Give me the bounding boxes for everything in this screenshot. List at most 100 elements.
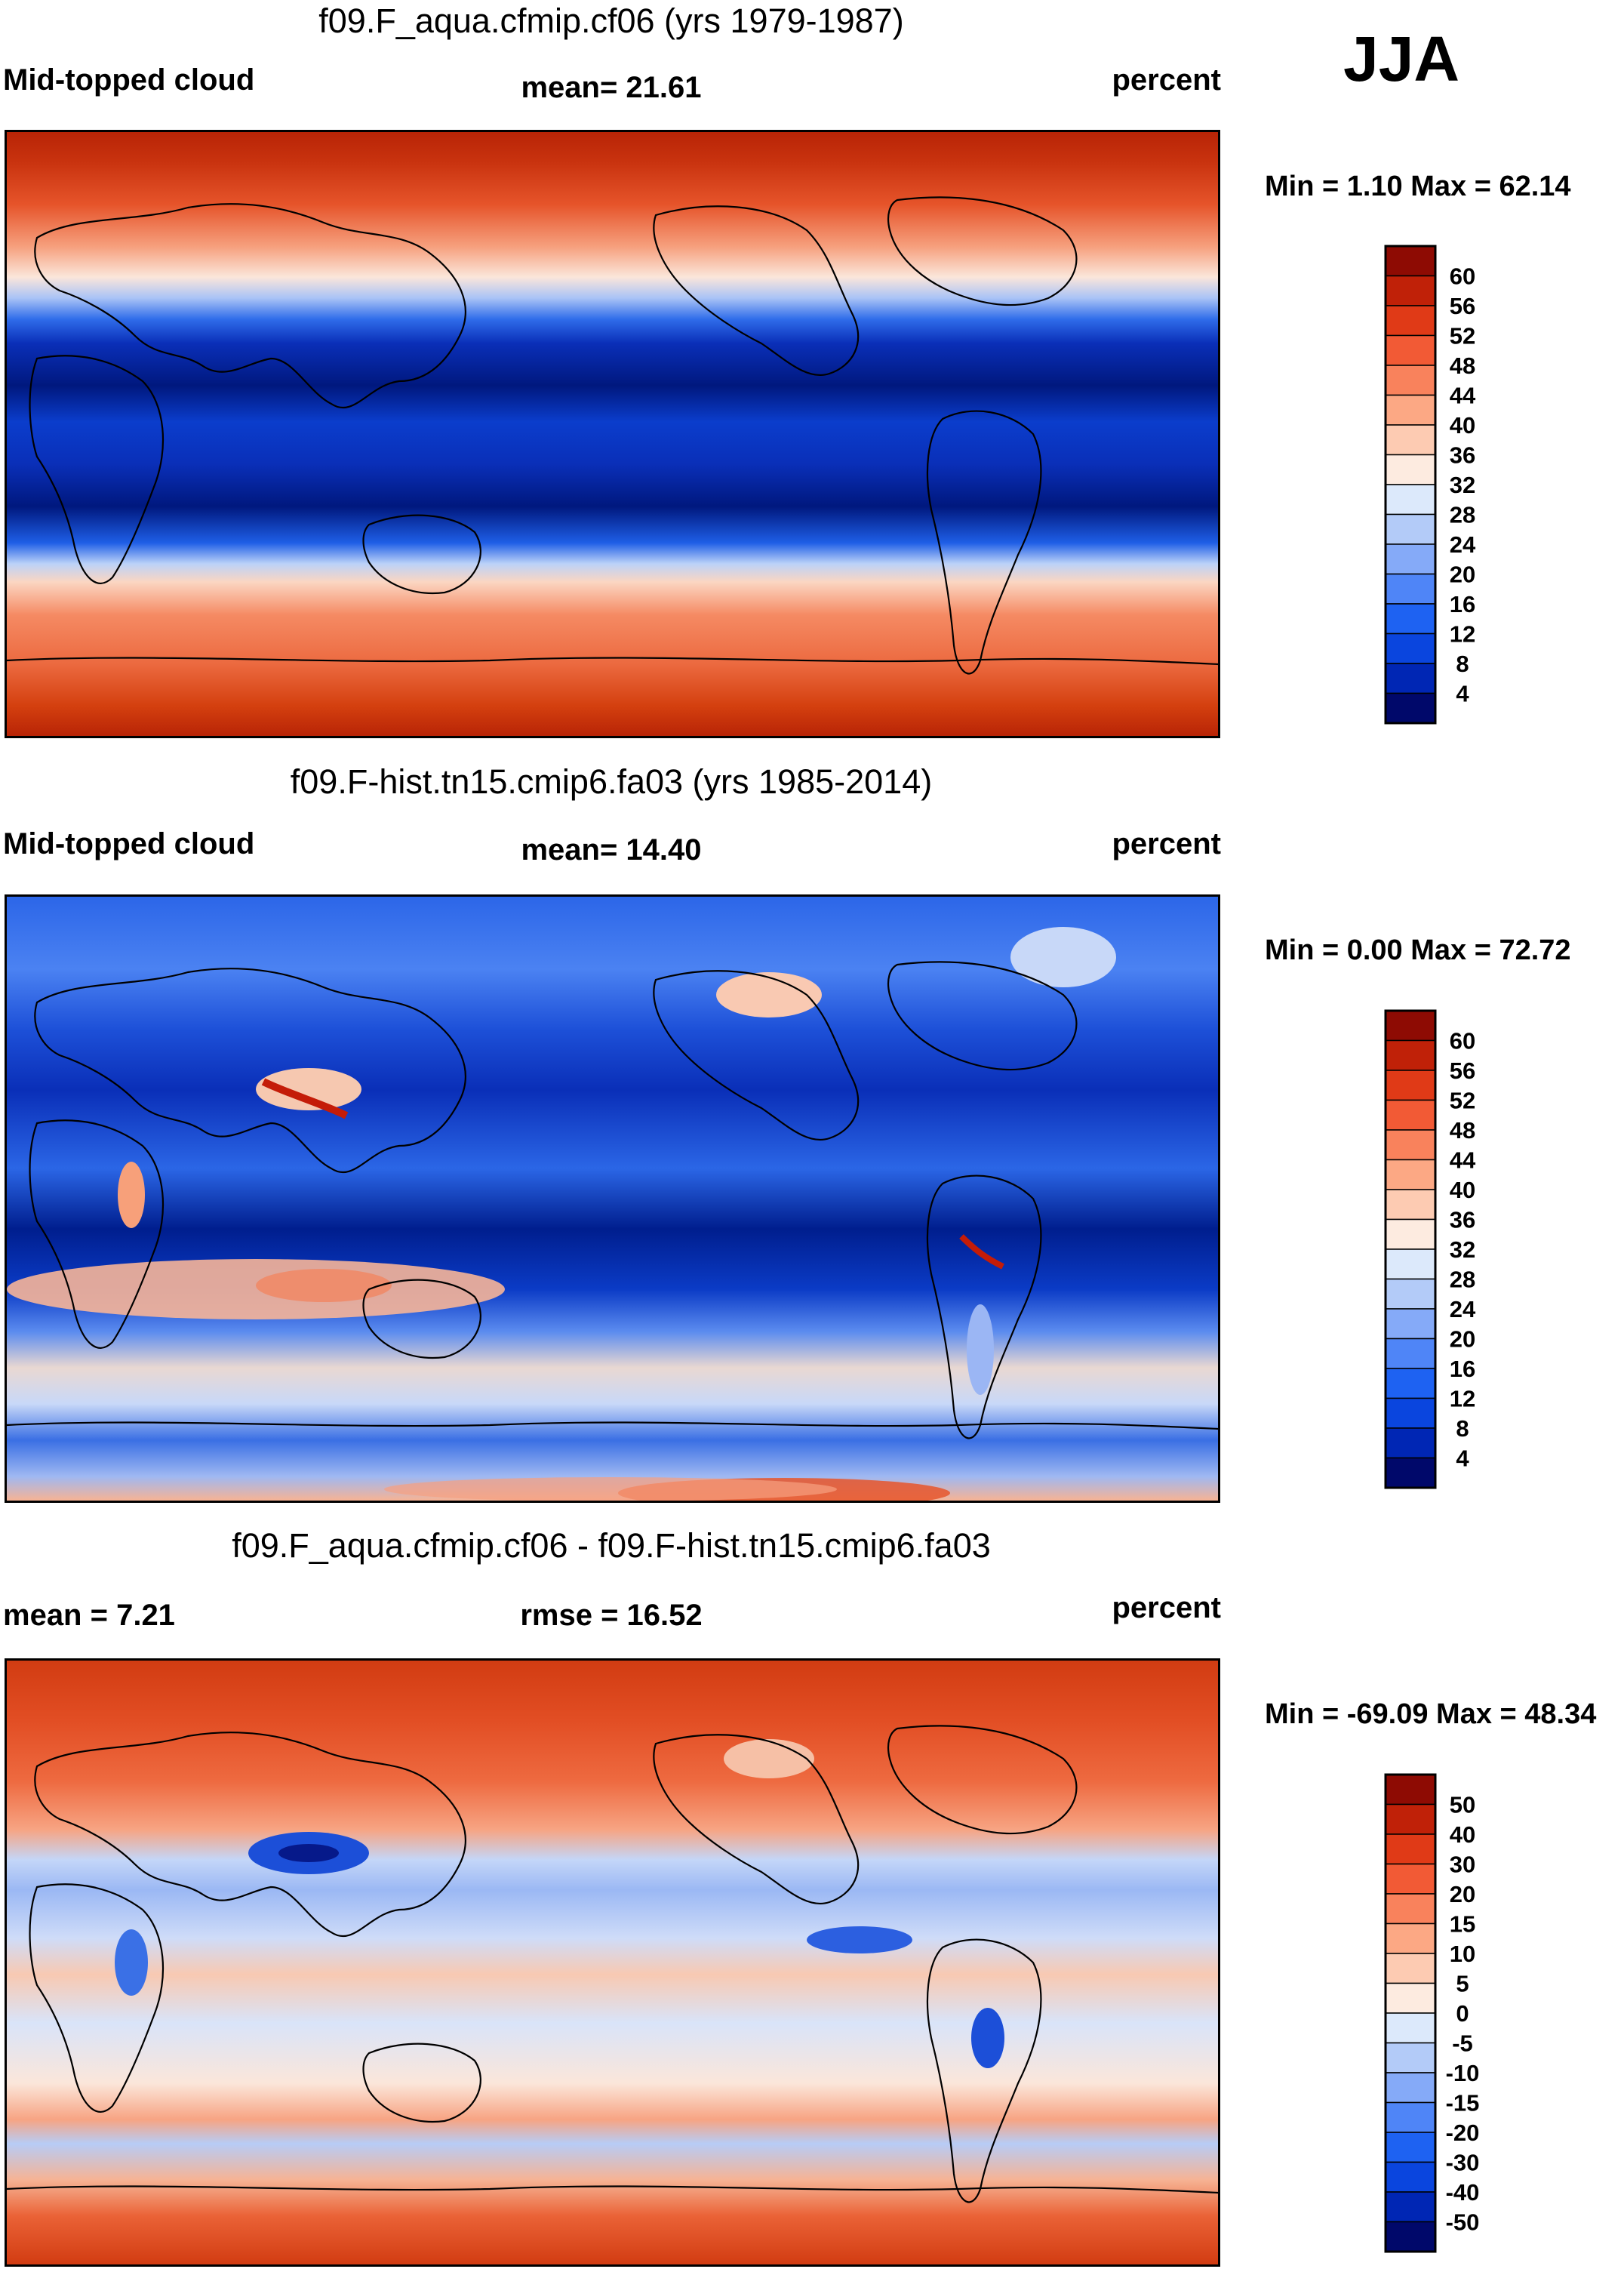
colorbar-3-outline	[1384, 1773, 1437, 2253]
colorbar-3-tick-label: -30	[1446, 2150, 1480, 2176]
colorbar-2-tick-label: 48	[1450, 1117, 1475, 1144]
panel-2-variable-label: Mid-topped cloud	[3, 827, 255, 860]
panel-3-map	[5, 1658, 1220, 2267]
panel-2-coastlines	[7, 961, 1218, 1439]
colorbar-3-tick-label: -40	[1446, 2179, 1480, 2206]
colorbar-2-tick-label: 12	[1450, 1386, 1475, 1412]
colorbar-1-segment	[1385, 513, 1436, 545]
colorbar-2-segment	[1385, 1427, 1436, 1459]
colorbar-2-segment	[1385, 1129, 1436, 1161]
panel-2-map	[5, 894, 1220, 1503]
colorbar-2-segment	[1385, 1039, 1436, 1071]
colorbar-2-tick-label: 44	[1450, 1147, 1476, 1174]
season-label: JJA	[1343, 23, 1460, 94]
colorbar-2-segment	[1385, 1248, 1436, 1280]
colorbar-3-segment	[1385, 2132, 1436, 2163]
colorbar-1-tick-label: 4	[1456, 681, 1469, 707]
colorbar-1-segment	[1385, 663, 1436, 694]
colorbar-2-tick-label: 36	[1450, 1207, 1475, 1233]
panel-1-title: f09.F_aqua.cfmip.cf06 (yrs 1979-1987)	[318, 2, 904, 40]
colorbar-2-tick-label: 40	[1450, 1177, 1475, 1203]
colorbar-2-segment	[1385, 1368, 1436, 1399]
panel-3-colorbar: 50 40 30 20 15 10 5 0 -5 -10 -15 -20 -30 -40 -50	[1384, 1773, 1491, 2258]
colorbar-3-segment	[1385, 1893, 1436, 1925]
colorbar-1-tick-label: 16	[1450, 591, 1475, 617]
colorbar-3-tick-label: 30	[1450, 1852, 1475, 1878]
colorbar-1-tick-label: 36	[1450, 442, 1475, 469]
colorbar-3-tick-label: 20	[1450, 1881, 1475, 1907]
colorbar-3-tick-label: -50	[1446, 2209, 1480, 2236]
colorbar-2-segment	[1385, 1457, 1436, 1488]
colorbar-2-tick-label: 28	[1450, 1267, 1475, 1293]
panel-2-colorbar: 60 56 52 48 44 40 36 32 28 24 20 16 12 8 4	[1384, 1009, 1491, 1494]
colorbar-3-segment	[1385, 2101, 1436, 2133]
colorbar-1-segment	[1385, 484, 1436, 516]
colorbar-3-tick-label: 0	[1456, 2000, 1469, 2027]
colorbar-1-tick-label: 48	[1450, 352, 1475, 379]
panel-2-title: f09.F-hist.tn15.cmip6.fa03 (yrs 1985-201…	[290, 762, 933, 801]
colorbar-1-segment	[1385, 245, 1436, 277]
colorbar-3-segment	[1385, 1774, 1436, 1806]
colorbar-3-tick-label: -20	[1446, 2120, 1480, 2146]
colorbar-3-tick-label: 10	[1450, 1941, 1475, 1967]
colorbar-3-segment	[1385, 1863, 1436, 1895]
colorbar-3-tick-label: 40	[1450, 1821, 1475, 1848]
colorbar-1-segment	[1385, 454, 1436, 485]
colorbar-1-tick-label: 56	[1450, 293, 1475, 319]
colorbar-2-tick-label: 20	[1450, 1326, 1475, 1353]
panel-3-coastlines	[7, 1725, 1218, 2203]
colorbar-1-segment	[1385, 424, 1436, 456]
colorbar-2-segment	[1385, 1218, 1436, 1250]
colorbar-2-segment	[1385, 1278, 1436, 1310]
panel-1-coastlines	[7, 196, 1218, 675]
colorbar-2-tick-label: 52	[1450, 1088, 1475, 1114]
colorbar-1-outline	[1384, 245, 1437, 725]
colorbar-3-tick-label: 50	[1450, 1792, 1475, 1818]
colorbar-1-tick-label: 28	[1450, 502, 1475, 528]
colorbar-1-segment	[1385, 365, 1436, 396]
colorbar-1-tick-label: 60	[1450, 263, 1475, 290]
colorbar-1-tick-label: 12	[1450, 621, 1475, 648]
colorbar-1-segment	[1385, 543, 1436, 575]
colorbar-1-tick-label: 52	[1450, 323, 1475, 349]
panel-1-colorbar: 60 56 52 48 44 40 36 32 28 24 20 16 12 8 4	[1384, 245, 1491, 729]
colorbar-1-tick-label: 40	[1450, 412, 1475, 439]
colorbar-3-segment	[1385, 1953, 1436, 1984]
colorbar-1-segment	[1385, 334, 1436, 366]
colorbar-1-segment	[1385, 305, 1436, 337]
colorbar-3-tick-label: 5	[1456, 1971, 1469, 1997]
colorbar-2-tick-label: 32	[1450, 1236, 1475, 1263]
colorbar-2-segment	[1385, 1070, 1436, 1101]
colorbar-1-tick-label: 24	[1450, 531, 1476, 558]
colorbar-2-tick-label: 60	[1450, 1028, 1475, 1054]
colorbar-2-tick-label: 24	[1450, 1296, 1476, 1322]
colorbar-1-tick-label: 44	[1450, 383, 1476, 409]
colorbar-2-segment	[1385, 1189, 1436, 1221]
colorbar-3-segment	[1385, 2012, 1436, 2044]
panel-2-mean-label: mean= 14.40	[521, 833, 702, 867]
colorbar-1-segment	[1385, 394, 1436, 426]
panel-3-mean-label: mean = 7.21	[3, 1599, 175, 1632]
colorbar-3-segment	[1385, 2072, 1436, 2104]
colorbar-2-outline	[1384, 1009, 1437, 1489]
colorbar-1-tick-label: 8	[1456, 651, 1469, 677]
colorbar-2-tick-label: 56	[1450, 1057, 1475, 1084]
colorbar-2-segment	[1385, 1397, 1436, 1429]
panel-3-units-label: percent	[1112, 1591, 1222, 1624]
colorbar-2-segment	[1385, 1010, 1436, 1042]
colorbar-3-tick-label: -15	[1446, 2090, 1480, 2117]
panel-3-rmse-label: rmse = 16.52	[520, 1599, 703, 1632]
panel-2-minmax-label: Min = 0.00 Max = 72.72	[1265, 934, 1571, 966]
colorbar-3-tick-label: 15	[1450, 1911, 1475, 1938]
colorbar-3-segment	[1385, 2221, 1436, 2252]
panel-1-units-label: percent	[1112, 63, 1222, 97]
colorbar-2-segment	[1385, 1099, 1436, 1131]
panel-1-variable-label: Mid-topped cloud	[3, 63, 255, 97]
colorbar-2-segment	[1385, 1338, 1436, 1369]
colorbar-1-segment	[1385, 692, 1436, 724]
colorbar-3-segment	[1385, 1982, 1436, 2014]
colorbar-1-segment	[1385, 633, 1436, 664]
colorbar-1-tick-label: 20	[1450, 562, 1475, 588]
colorbar-1-segment	[1385, 573, 1436, 605]
colorbar-1-segment	[1385, 275, 1436, 306]
